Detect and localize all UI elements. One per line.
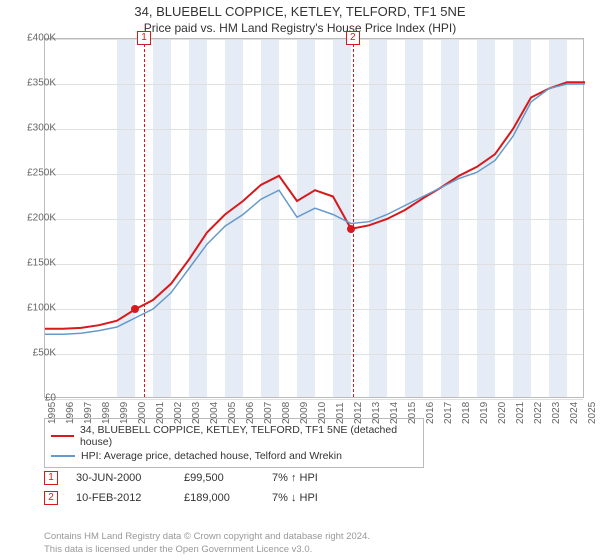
legend-swatch — [51, 435, 74, 437]
x-axis-label: 2023 — [551, 402, 562, 424]
x-axis-label: 2016 — [425, 402, 436, 424]
x-axis-label: 2003 — [191, 402, 202, 424]
event-price: £99,500 — [184, 472, 254, 484]
x-axis-label: 2010 — [317, 402, 328, 424]
event-marker-box: 2 — [44, 491, 58, 505]
chart-legend: 34, BLUEBELL COPPICE, KETLEY, TELFORD, T… — [44, 418, 424, 468]
x-axis-label: 1995 — [47, 402, 58, 424]
y-axis-label: £100K — [27, 303, 56, 314]
legend-label: 34, BLUEBELL COPPICE, KETLEY, TELFORD, T… — [80, 424, 417, 448]
legend-item: HPI: Average price, detached house, Telf… — [51, 449, 417, 463]
y-axis-label: £50K — [33, 348, 56, 359]
chart-marker-dot — [131, 305, 139, 313]
event-marker-box: 1 — [44, 471, 58, 485]
x-axis-label: 1997 — [83, 402, 94, 424]
x-axis-label: 2008 — [281, 402, 292, 424]
x-axis-label: 2018 — [461, 402, 472, 424]
y-axis-label: £200K — [27, 213, 56, 224]
y-axis-label: £300K — [27, 123, 56, 134]
event-row: 2 10-FEB-2012 £189,000 7% ↓ HPI — [44, 488, 318, 508]
x-axis-label: 1996 — [65, 402, 76, 424]
x-axis-label: 2011 — [335, 402, 346, 424]
event-hpi: 7% ↓ HPI — [272, 492, 318, 504]
x-axis-label: 2014 — [389, 402, 400, 424]
page-root: 34, BLUEBELL COPPICE, KETLEY, TELFORD, T… — [0, 0, 600, 560]
x-axis-label: 2004 — [209, 402, 220, 424]
y-axis-label: £150K — [27, 258, 56, 269]
footer-line: Contains HM Land Registry data © Crown c… — [44, 531, 370, 543]
chart-marker-box: 2 — [346, 31, 360, 45]
y-axis-label: £400K — [27, 33, 56, 44]
chart-marker-dot — [347, 225, 355, 233]
price-chart: 12 — [44, 38, 584, 398]
x-axis-label: 2025 — [587, 402, 598, 424]
x-axis-label: 2000 — [137, 402, 148, 424]
x-axis-label: 2002 — [173, 402, 184, 424]
chart-marker-box: 1 — [137, 31, 151, 45]
x-axis-label: 1998 — [101, 402, 112, 424]
event-date: 10-FEB-2012 — [76, 492, 166, 504]
legend-swatch — [51, 455, 75, 457]
page-subtitle: Price paid vs. HM Land Registry's House … — [0, 19, 600, 35]
event-price: £189,000 — [184, 492, 254, 504]
x-axis-label: 2007 — [263, 402, 274, 424]
legend-label: HPI: Average price, detached house, Telf… — [81, 450, 342, 462]
legend-item: 34, BLUEBELL COPPICE, KETLEY, TELFORD, T… — [51, 423, 417, 449]
event-row: 1 30-JUN-2000 £99,500 7% ↑ HPI — [44, 468, 318, 488]
x-axis-label: 2019 — [479, 402, 490, 424]
x-axis-label: 2006 — [245, 402, 256, 424]
footer: Contains HM Land Registry data © Crown c… — [44, 531, 370, 556]
event-hpi: 7% ↑ HPI — [272, 472, 318, 484]
x-axis-label: 2013 — [371, 402, 382, 424]
chart-plot-svg — [45, 39, 585, 399]
x-axis-label: 2009 — [299, 402, 310, 424]
x-axis-label: 2012 — [353, 402, 364, 424]
x-axis-label: 2017 — [443, 402, 454, 424]
y-axis-label: £350K — [27, 78, 56, 89]
x-axis-label: 2022 — [533, 402, 544, 424]
x-axis-label: 1999 — [119, 402, 130, 424]
x-axis-label: 2005 — [227, 402, 238, 424]
x-axis-label: 2020 — [497, 402, 508, 424]
y-axis-label: £250K — [27, 168, 56, 179]
x-axis-label: 2021 — [515, 402, 526, 424]
x-axis-label: 2001 — [155, 402, 166, 424]
footer-line: This data is licensed under the Open Gov… — [44, 544, 370, 556]
x-axis-label: 2015 — [407, 402, 418, 424]
event-date: 30-JUN-2000 — [76, 472, 166, 484]
sale-events: 1 30-JUN-2000 £99,500 7% ↑ HPI 2 10-FEB-… — [44, 468, 318, 508]
page-title: 34, BLUEBELL COPPICE, KETLEY, TELFORD, T… — [0, 0, 600, 19]
x-axis-label: 2024 — [569, 402, 580, 424]
